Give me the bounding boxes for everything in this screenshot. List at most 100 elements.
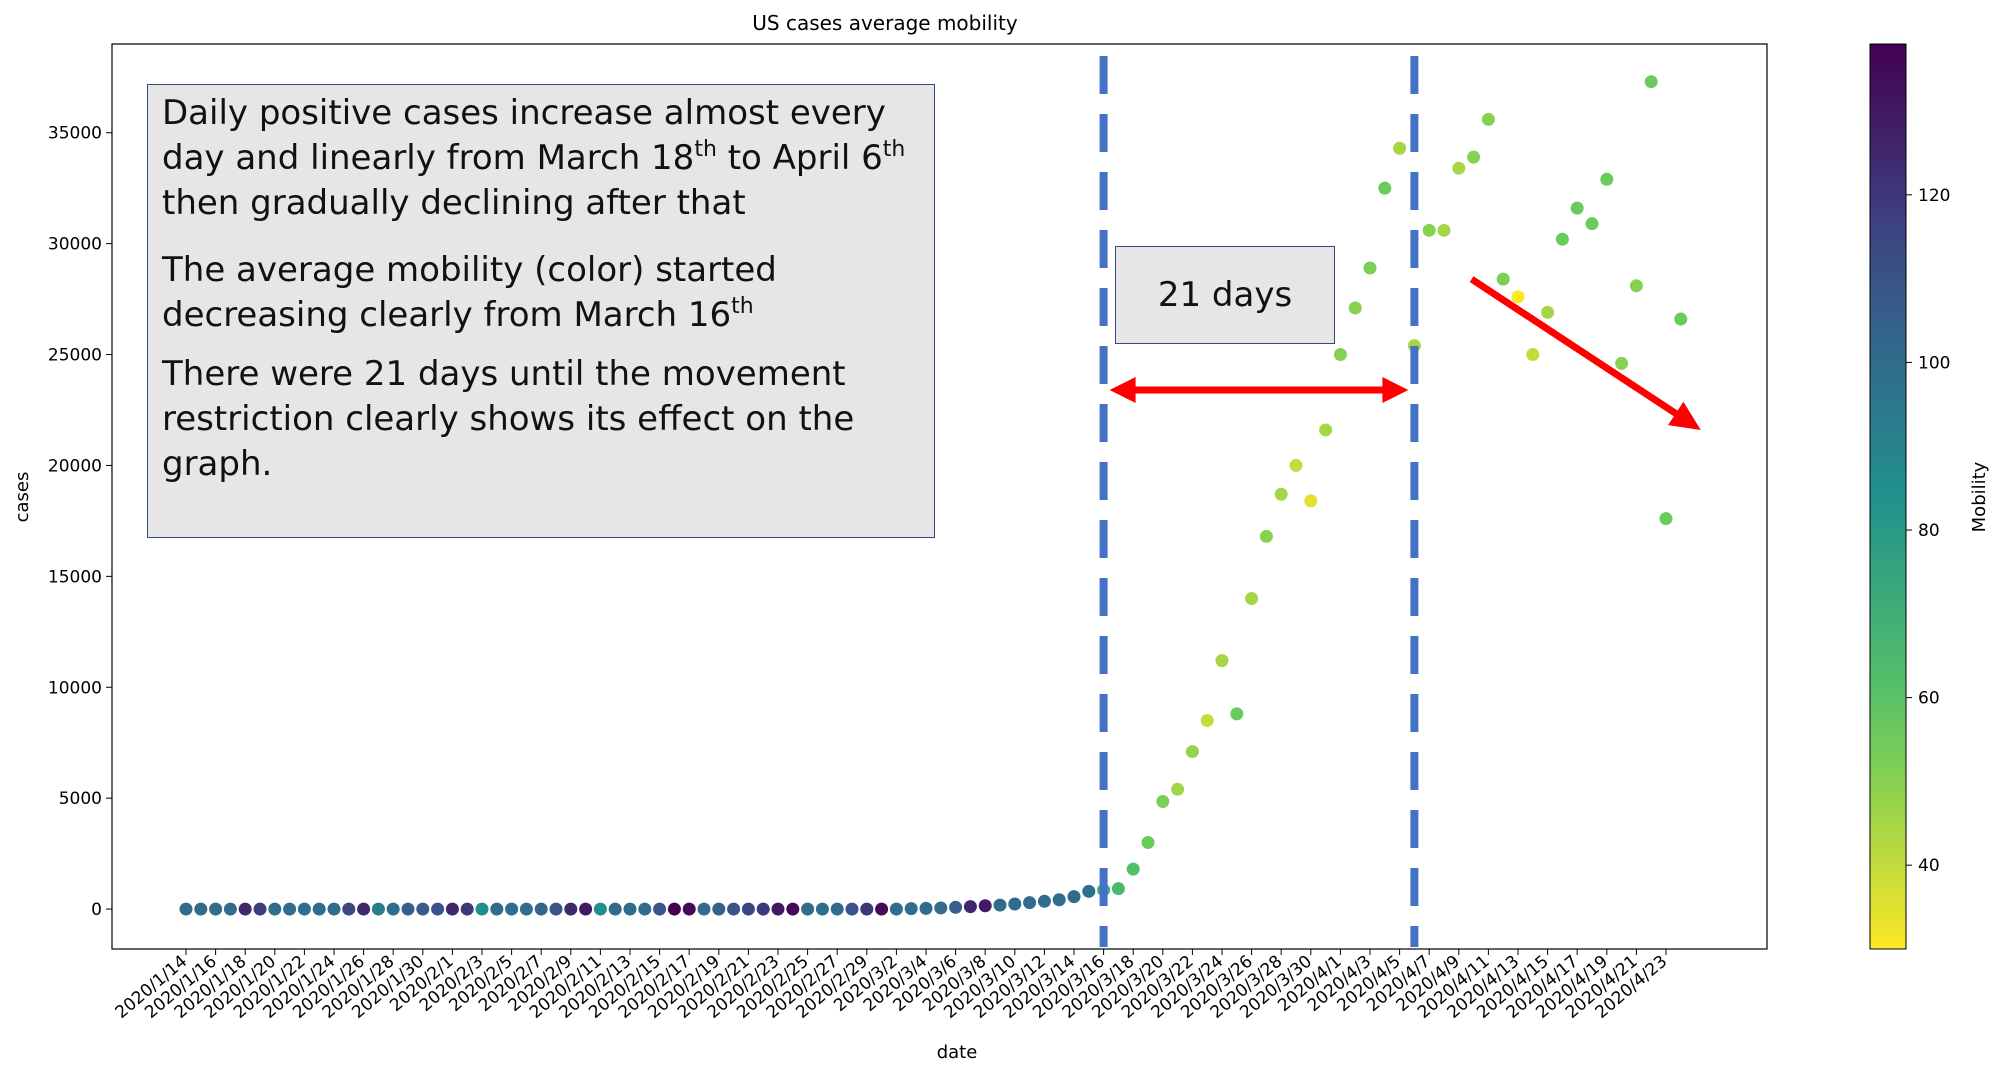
data-point bbox=[519, 902, 533, 916]
colorbar-tick-label: 40 bbox=[1918, 856, 1940, 876]
data-point bbox=[1171, 782, 1185, 796]
data-point bbox=[1259, 529, 1273, 543]
y-tick-label: 25000 bbox=[48, 346, 102, 366]
colorbar bbox=[1869, 43, 1907, 950]
data-point bbox=[771, 902, 785, 916]
note-sup: th bbox=[882, 137, 906, 162]
data-point bbox=[1467, 150, 1481, 164]
data-point bbox=[1348, 301, 1362, 315]
data-point bbox=[801, 902, 815, 916]
y-tick-label: 0 bbox=[91, 900, 102, 920]
data-point bbox=[401, 902, 415, 916]
data-point bbox=[342, 902, 356, 916]
data-point bbox=[1111, 882, 1125, 896]
data-point bbox=[786, 902, 800, 916]
data-point bbox=[209, 902, 223, 916]
data-point bbox=[475, 902, 489, 916]
data-point bbox=[1526, 348, 1540, 362]
data-point bbox=[1082, 884, 1096, 898]
y-tick-label: 15000 bbox=[48, 567, 102, 587]
span-label: 21 days bbox=[1157, 275, 1293, 315]
plot-frame bbox=[111, 43, 1768, 950]
data-point bbox=[505, 902, 519, 916]
data-point bbox=[1067, 890, 1081, 904]
data-point bbox=[1629, 279, 1643, 293]
annotation-paragraph-3: There were 21 days until the movement re… bbox=[162, 354, 855, 484]
data-point bbox=[1481, 112, 1495, 126]
data-point bbox=[1289, 458, 1303, 472]
annotation-paragraph-2: The average mobility (color) started dec… bbox=[162, 248, 920, 338]
data-point bbox=[445, 902, 459, 916]
data-point bbox=[1393, 141, 1407, 155]
chart-title: US cases average mobility bbox=[752, 11, 1018, 35]
x-axis-label: date bbox=[937, 1042, 978, 1063]
data-point bbox=[1319, 423, 1333, 437]
data-point bbox=[253, 902, 267, 916]
span-arrow-head-left bbox=[1109, 377, 1136, 404]
data-point bbox=[756, 902, 770, 916]
data-point bbox=[312, 902, 326, 916]
data-point bbox=[934, 901, 948, 915]
data-point bbox=[1674, 312, 1688, 326]
data-point bbox=[1378, 181, 1392, 195]
data-point bbox=[179, 902, 193, 916]
data-point bbox=[194, 902, 208, 916]
data-point bbox=[1570, 201, 1584, 215]
data-point bbox=[1156, 794, 1170, 808]
colorbar-tick-label: 100 bbox=[1918, 353, 1950, 373]
data-point bbox=[1437, 223, 1451, 237]
span-arrow-head-right bbox=[1382, 377, 1409, 404]
data-point bbox=[268, 902, 282, 916]
data-point bbox=[579, 902, 593, 916]
data-point bbox=[1585, 217, 1599, 231]
data-point bbox=[549, 902, 563, 916]
data-point bbox=[978, 899, 992, 913]
data-point bbox=[371, 902, 385, 916]
data-point bbox=[1541, 305, 1555, 319]
data-point bbox=[1600, 172, 1614, 186]
data-point bbox=[667, 902, 681, 916]
data-point bbox=[653, 902, 667, 916]
decline-arrow-head bbox=[1668, 401, 1701, 430]
note-sup: th bbox=[694, 137, 717, 162]
data-point bbox=[386, 902, 400, 916]
data-point bbox=[327, 902, 341, 916]
data-point bbox=[727, 902, 741, 916]
data-point bbox=[431, 902, 445, 916]
y-tick-label: 30000 bbox=[48, 235, 102, 255]
data-point bbox=[860, 902, 874, 916]
data-point bbox=[1185, 745, 1199, 759]
data-point bbox=[1052, 893, 1066, 907]
data-point bbox=[223, 902, 237, 916]
data-point bbox=[1008, 897, 1022, 911]
data-point bbox=[949, 900, 963, 914]
note-text: to April 6 bbox=[716, 138, 883, 178]
decline-arrow bbox=[1469, 276, 1683, 420]
annotation-paragraph-1: Daily positive cases increase almost eve… bbox=[162, 91, 920, 226]
data-point bbox=[238, 902, 252, 916]
data-point bbox=[593, 902, 607, 916]
data-point bbox=[682, 902, 696, 916]
data-point bbox=[564, 902, 578, 916]
data-point bbox=[1215, 654, 1229, 668]
data-point bbox=[623, 902, 637, 916]
data-point bbox=[416, 902, 430, 916]
data-point bbox=[1333, 348, 1347, 362]
data-point bbox=[919, 901, 933, 915]
data-point bbox=[741, 902, 755, 916]
data-point bbox=[1644, 75, 1658, 89]
data-point bbox=[1037, 894, 1051, 908]
y-tick-label: 20000 bbox=[48, 456, 102, 476]
annotation-note-box: Daily positive cases increase almost eve… bbox=[147, 84, 935, 538]
y-tick-label: 35000 bbox=[48, 124, 102, 144]
data-point bbox=[1230, 707, 1244, 721]
data-point bbox=[1452, 161, 1466, 175]
data-point bbox=[904, 902, 918, 916]
data-point bbox=[1422, 223, 1436, 237]
data-point bbox=[697, 902, 711, 916]
y-tick-label: 10000 bbox=[48, 678, 102, 698]
data-point bbox=[1200, 714, 1214, 728]
note-text: The average mobility (color) started dec… bbox=[162, 250, 777, 335]
data-point bbox=[845, 902, 859, 916]
